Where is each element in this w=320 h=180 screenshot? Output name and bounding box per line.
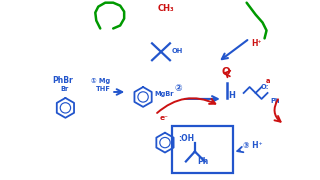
Text: a: a [266, 78, 270, 84]
Text: e⁻: e⁻ [160, 115, 169, 121]
Text: THF: THF [96, 86, 111, 92]
Text: Ph: Ph [270, 98, 280, 104]
Text: Ph: Ph [197, 158, 208, 166]
Text: O:: O: [260, 84, 269, 90]
Text: ③ H⁺: ③ H⁺ [243, 141, 262, 150]
Text: H⁺: H⁺ [252, 39, 262, 48]
Text: PhBr: PhBr [52, 76, 73, 85]
Text: OH: OH [172, 48, 183, 54]
Text: CH₃: CH₃ [158, 4, 175, 13]
Text: :OH: :OH [178, 134, 194, 143]
Text: ① Mg: ① Mg [91, 78, 110, 84]
Text: O: O [222, 67, 230, 77]
Text: H: H [229, 91, 236, 100]
Text: ②: ② [175, 84, 182, 93]
Text: MgBr: MgBr [154, 91, 173, 97]
Text: Br: Br [60, 86, 69, 92]
